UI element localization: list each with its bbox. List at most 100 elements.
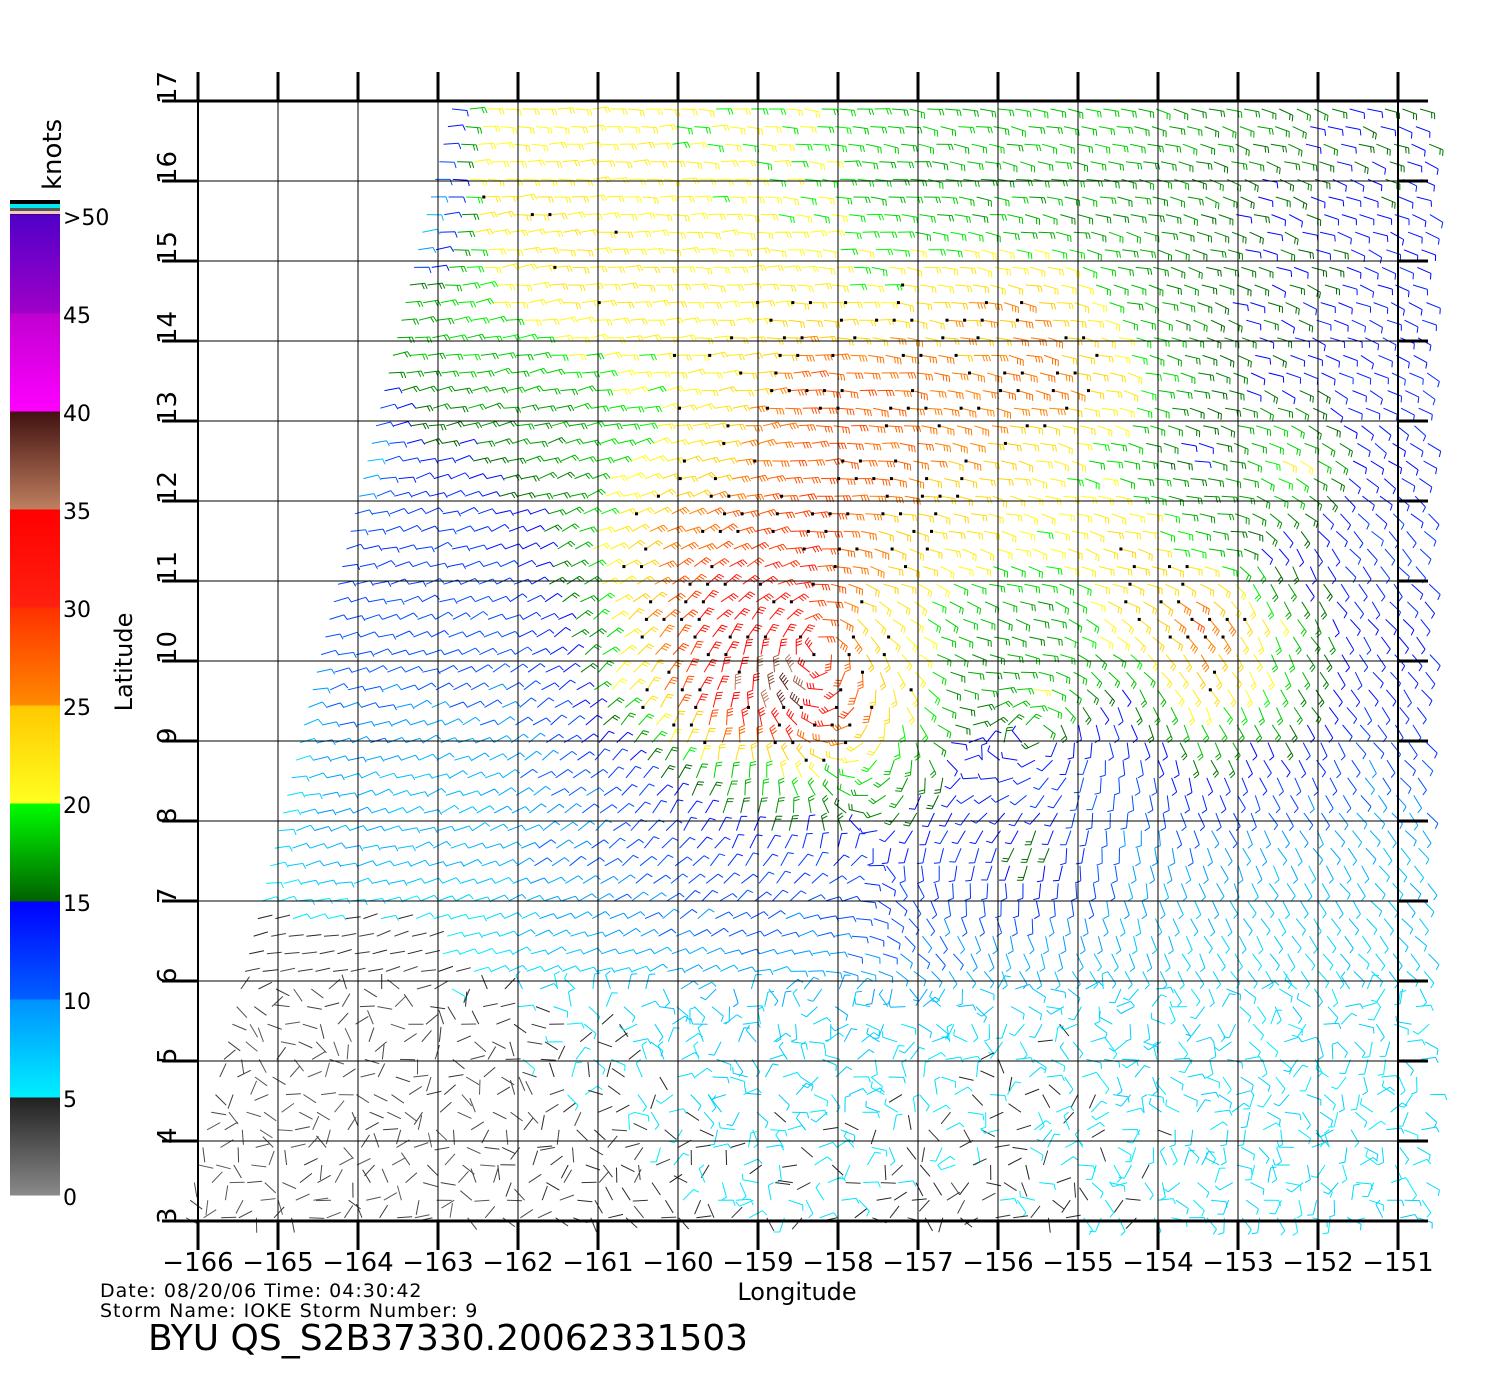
wind-barb [283,879,303,886]
wind-barb [480,788,499,796]
wind-barb [1108,231,1124,244]
wind-barb [866,1087,885,1096]
wind-barb [528,298,547,306]
wind-barb [1414,425,1427,442]
wind-barb [1210,249,1227,258]
wind-barb [1304,1164,1311,1184]
wind-barb [430,196,449,203]
rain-flag-marker [713,477,717,481]
wind-barb [1017,390,1034,401]
wind-barb [476,805,495,814]
wind-barb [1122,319,1138,331]
wind-barb [770,1129,788,1137]
wind-barb [1266,671,1275,691]
wind-barb [506,682,525,691]
wind-barb [1010,1006,1025,1020]
wind-barb [617,874,636,884]
wind-barb [545,230,564,238]
wind-barb [966,530,984,540]
wind-barb [1282,900,1291,919]
wind-barb [362,844,381,851]
wind-barb [1273,865,1280,884]
rain-flag-marker [689,723,693,727]
wind-barb [337,580,357,587]
wind-barb [1165,654,1177,672]
wind-barb [540,1146,555,1151]
wind-barb [829,442,847,450]
wind-barb [894,319,911,329]
wind-barb [1060,1156,1079,1166]
wind-barb [350,529,369,536]
wind-barb [603,351,623,359]
wind-barb [468,915,488,922]
wind-barb [481,974,488,990]
wind-barb [913,971,927,987]
wind-barb [1251,883,1259,902]
wind-barb [1250,302,1266,314]
wind-barb [1210,319,1225,333]
wind-barb [1199,953,1206,972]
wind-barb [989,143,1005,154]
wind-barb [205,1200,209,1216]
wind-barb [862,1111,880,1119]
wind-barb [401,318,420,325]
wind-barb [1362,1002,1382,1008]
wind-barb [1043,724,1056,740]
wind-barb [918,143,935,155]
wind-barb [1409,442,1424,458]
wind-barb [402,827,421,834]
rain-flag-marker [811,582,815,586]
wind-barb [977,773,996,780]
wind-barb [1103,618,1117,634]
wind-barb [553,970,560,990]
rain-flag-marker [968,371,971,375]
wind-barb [730,1142,746,1148]
wind-barb [981,742,988,761]
wind-barb [707,573,725,585]
wind-barb [999,687,1018,694]
wind-barb [763,929,783,937]
wind-barb [584,141,603,149]
wind-barb [878,530,894,542]
wind-barb [912,390,928,401]
wind-barb [1110,442,1128,452]
wind-barb [420,458,439,465]
wind-barb [946,689,961,701]
wind-barb [723,872,741,884]
wind-barb [557,1045,566,1060]
wind-barb [1040,442,1057,452]
wind-barb [376,490,395,497]
wind-barb [1056,1177,1072,1184]
wind-barb [742,574,761,585]
wind-barb [535,561,555,568]
wind-barb [929,990,942,1007]
wind-barb [1199,513,1216,524]
wind-barb [1052,1199,1065,1210]
wind-barb [536,196,554,203]
wind-barb [1291,935,1302,954]
wind-barb [887,1001,906,1008]
wind-barb [1032,478,1047,490]
wind-barb [1118,266,1134,277]
y-tick-label: 10 [153,631,183,664]
wind-barb [1104,1199,1115,1218]
wind-barb [948,865,958,883]
wind-barb [718,386,738,393]
wind-barb [1007,654,1024,664]
rain-flag-marker [1073,371,1077,375]
wind-barb [1025,1164,1030,1180]
wind-barb [1261,981,1280,990]
wind-barb [1042,1094,1051,1109]
wind-barb [497,1164,501,1180]
rain-flag-marker [787,389,791,393]
wind-barb [1426,812,1439,830]
wind-barb [1386,1127,1405,1134]
wind-barb [1262,689,1271,708]
wind-barb [618,949,638,955]
wind-barb [720,593,739,603]
wind-barb [960,407,977,418]
wind-barb [746,930,765,937]
wind-barb [438,1009,445,1025]
wind-barb [432,773,451,780]
wind-barb [617,802,635,814]
